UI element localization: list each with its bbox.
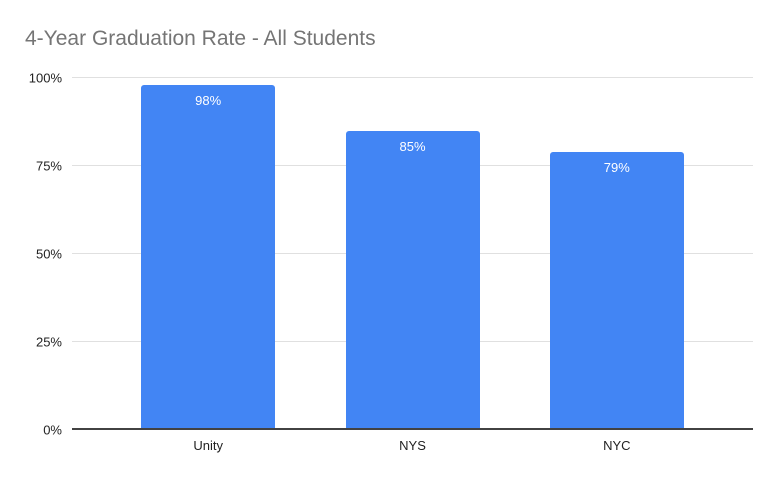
chart-title: 4-Year Graduation Rate - All Students [25,27,376,50]
bar-value-label: 79% [603,159,630,175]
y-tick-label: 50% [35,246,62,262]
bar-nyc: 79% [549,151,684,430]
bar-value-label: 85% [399,138,426,154]
x-axis-baseline [72,428,753,430]
plot-area: 98% 85% 79% [72,77,753,430]
bar-unity: 98% [141,85,276,430]
gridline [72,77,753,78]
x-category-label: NYS [399,438,426,453]
y-axis-labels: 0% 25% 50% 75% 100% [0,71,62,438]
y-tick-label: 25% [35,334,62,350]
bar-nys: 85% [345,130,480,430]
x-category-label: NYC [603,438,631,453]
y-tick-label: 75% [35,158,62,174]
x-axis-labels: Unity NYS NYC [72,438,753,456]
y-tick-label: 0% [43,422,62,438]
y-tick-label: 100% [28,70,62,86]
x-category-label: Unity [193,438,223,453]
bar-value-label: 98% [195,93,222,109]
